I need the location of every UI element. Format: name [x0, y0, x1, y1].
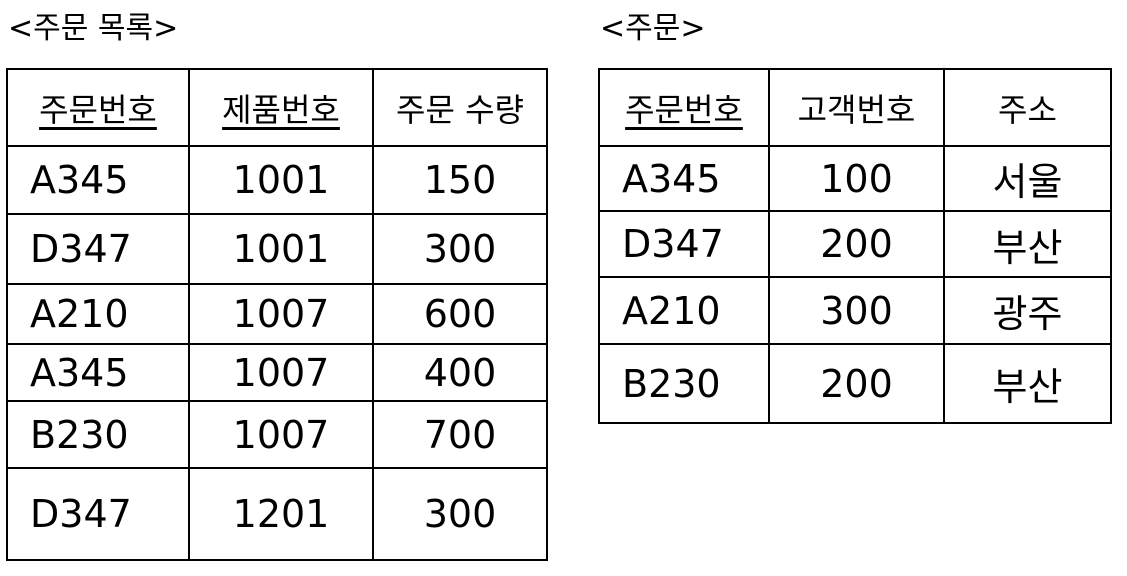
- table-header-row: 주문번호 제품번호 주문 수량: [6, 68, 548, 147]
- table-row: A345 1001 150: [6, 145, 548, 215]
- cell-order-quantity: 150: [372, 145, 548, 215]
- cell-product-number: 1007: [188, 400, 374, 469]
- cell-product-number: 1201: [188, 467, 374, 561]
- table-row: D347 1201 300: [6, 467, 548, 561]
- table-row: A210 300 광주: [598, 276, 1112, 345]
- table-row: B230 1007 700: [6, 400, 548, 469]
- cell-order-number: D347: [598, 210, 770, 278]
- order-list-table: 주문번호 제품번호 주문 수량 A345 1001 150 D347 1001 …: [6, 68, 548, 561]
- cell-order-quantity: 300: [372, 213, 548, 285]
- cell-order-quantity: 400: [372, 343, 548, 402]
- header-order-quantity: 주문 수량: [372, 68, 548, 147]
- cell-product-number: 1007: [188, 283, 374, 345]
- cell-order-quantity: 700: [372, 400, 548, 469]
- cell-order-quantity: 600: [372, 283, 548, 345]
- cell-product-number: 1001: [188, 213, 374, 285]
- cell-order-number: D347: [6, 467, 190, 561]
- cell-order-number: A345: [598, 145, 770, 212]
- cell-order-number: A345: [6, 343, 190, 402]
- order-list-caption: <주문 목록>: [8, 11, 179, 46]
- cell-customer-number: 200: [768, 210, 945, 278]
- header-customer-number: 고객번호: [768, 68, 945, 147]
- cell-address: 서울: [943, 145, 1112, 212]
- header-product-number: 제품번호: [188, 68, 374, 147]
- cell-order-number: A210: [598, 276, 770, 345]
- cell-order-number: A345: [6, 145, 190, 215]
- cell-address: 부산: [943, 210, 1112, 278]
- table-row: D347 200 부산: [598, 210, 1112, 278]
- cell-customer-number: 300: [768, 276, 945, 345]
- header-order-number: 주문번호: [6, 68, 190, 147]
- cell-product-number: 1007: [188, 343, 374, 402]
- table-row: B230 200 부산: [598, 343, 1112, 424]
- cell-order-quantity: 300: [372, 467, 548, 561]
- order-caption: <주문>: [600, 11, 706, 46]
- cell-order-number: B230: [598, 343, 770, 424]
- table-row: A345 100 서울: [598, 145, 1112, 212]
- cell-customer-number: 100: [768, 145, 945, 212]
- table-header-row: 주문번호 고객번호 주소: [598, 68, 1112, 147]
- cell-order-number: A210: [6, 283, 190, 345]
- cell-product-number: 1001: [188, 145, 374, 215]
- cell-address: 광주: [943, 276, 1112, 345]
- cell-order-number: D347: [6, 213, 190, 285]
- cell-order-number: B230: [6, 400, 190, 469]
- header-address: 주소: [943, 68, 1112, 147]
- order-table: 주문번호 고객번호 주소 A345 100 서울 D347 200 부산 A21…: [598, 68, 1112, 424]
- header-order-number: 주문번호: [598, 68, 770, 147]
- cell-address: 부산: [943, 343, 1112, 424]
- table-row: A210 1007 600: [6, 283, 548, 345]
- table-row: D347 1001 300: [6, 213, 548, 285]
- cell-customer-number: 200: [768, 343, 945, 424]
- table-row: A345 1007 400: [6, 343, 548, 402]
